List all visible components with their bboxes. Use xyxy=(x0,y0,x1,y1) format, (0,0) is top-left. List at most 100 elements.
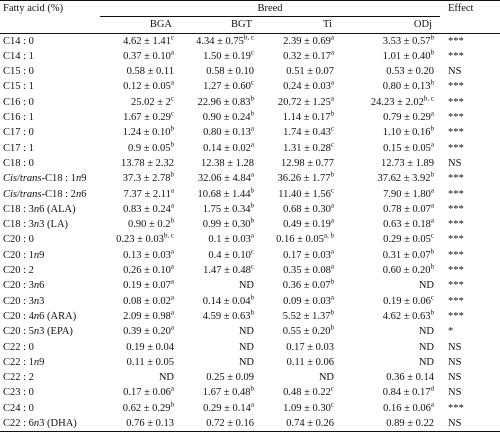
value-cell: 0.14 ± 0.02a xyxy=(203,140,254,154)
value-cell: 0.62 ± 0.29b xyxy=(122,400,174,414)
table-row: Cis/trans-C18 : 1n9 37.3 ± 2.78b 32.06 ± 4… xyxy=(0,171,500,186)
effect-cell: *** xyxy=(448,280,464,292)
fatty-acid-column-header: Fatty acid (%) xyxy=(0,0,100,17)
value-cell: 0.17 ± 0.03 xyxy=(286,341,334,353)
value-cell: 0.12 ± 0.05a xyxy=(123,78,174,93)
value-cell: 0.99 ± 0.30b xyxy=(202,216,254,231)
value-cell: 0.78 ± 0.07a xyxy=(383,201,435,215)
value-cell: 0.89 ± 0.22 xyxy=(340,416,441,433)
value-cell: 0.11 ± 0.06 xyxy=(286,356,334,368)
value-cell: 1.74 ± 0.43c xyxy=(283,124,334,139)
fatty-acid-name: Cis/trans-C18 : 2n6 xyxy=(3,188,87,200)
value-cell: 0.80 ± 0.13b xyxy=(382,78,435,93)
value-cell: ND xyxy=(238,341,254,353)
effect-cell: *** xyxy=(448,310,464,322)
value-cell: 0.58 ± 0.10 xyxy=(206,66,254,78)
value-cell: 36.26 ± 1.77b xyxy=(277,170,334,185)
breed-group-header: Breed xyxy=(100,0,441,18)
value-cell: ND xyxy=(418,326,435,338)
value-cell: 0.48 ± 0.22c xyxy=(283,384,334,399)
fatty-acid-name: C15 : 0 xyxy=(3,66,34,78)
table-row: Cis/trans-C18 : 2n6 7.37 ± 2.11a 10.68 ± 1… xyxy=(0,187,500,202)
value-cell: 22.96 ± 0.83b xyxy=(197,94,254,108)
fatty-acid-name: C20 : 3n3 xyxy=(3,295,45,307)
effect-cell: *** xyxy=(448,50,464,62)
value-cell: 4.34 ± 0.75b, c xyxy=(196,33,254,47)
table-row: C20 : 5n3 (EPA) 0.39 ± 0.20a ND 0.55 ± 0.20… xyxy=(0,324,500,339)
value-cell: 1.47 ± 0.48c xyxy=(203,262,254,277)
header-row-group: Fatty acid (%) Breed Effect xyxy=(0,0,500,18)
value-cell: 0.76 ± 0.13 xyxy=(100,416,180,433)
value-cell: 0.08 ± 0.02a xyxy=(123,293,174,307)
table-row: C15 : 0 0.58 ± 0.11 0.58 ± 0.10 0.51 ± 0.07… xyxy=(0,64,500,79)
effect-cell: *** xyxy=(448,112,464,124)
breed-header-odj: ODj xyxy=(340,16,441,34)
table-row: C17 : 1 0.9 ± 0.05b 0.14 ± 0.02a 1.31 ± 0.2… xyxy=(0,141,500,156)
fatty-acid-name: C22 : 2 xyxy=(3,372,34,384)
effect-cell: *** xyxy=(448,96,464,108)
table-row: C22 : 1n9 0.11 ± 0.05 ND 0.11 ± 0.06 ND NS xyxy=(0,355,500,370)
effect-cell: *** xyxy=(448,188,464,200)
value-cell: 1.09 ± 0.30c xyxy=(283,400,334,414)
effect-cell: NS xyxy=(448,341,462,353)
value-cell: 32.06 ± 4.84a xyxy=(197,170,254,185)
fatty-acid-name: C22 : 6n3 (DHA) xyxy=(0,416,100,433)
fatty-acid-name: C16 : 0 xyxy=(3,96,34,108)
fatty-acid-name: C17 : 1 xyxy=(3,142,34,154)
value-cell: 0.55 ± 0.20b xyxy=(282,323,334,338)
value-cell: 0.29 ± 0.05c xyxy=(383,231,435,246)
blank-header-cell xyxy=(0,16,100,34)
value-cell: 0.19 ± 0.07a xyxy=(123,277,174,292)
table-row: C22 : 2 ND 0.25 ± 0.09 ND 0.36 ± 0.14 NS xyxy=(0,370,500,385)
fatty-acid-name: C20 : 5n3 (EPA) xyxy=(3,326,73,338)
effect-column-header: Effect xyxy=(440,0,500,17)
value-cell: ND xyxy=(318,372,334,384)
value-cell: 12.38 ± 1.28 xyxy=(200,157,254,169)
value-cell: 25.02 ± 2c xyxy=(131,94,174,108)
breed-header-bga: BGA xyxy=(100,16,180,34)
value-cell: 0.39 ± 0.20a xyxy=(123,323,174,338)
value-cell: 0.4 ± 0.10c xyxy=(208,247,254,261)
value-cell: 0.83 ± 0.24a xyxy=(123,201,174,215)
value-cell: 0.58 ± 0.11 xyxy=(126,66,174,78)
value-cell: ND xyxy=(238,356,254,368)
table-body: C14 : 0 4.62 ± 1.41c 4.34 ± 0.75b, c 2.39 ±… xyxy=(0,33,500,433)
effect-cell: NS xyxy=(440,416,500,433)
value-cell: 1.67 ± 0.29c xyxy=(123,109,174,124)
table-row: C20 : 1n9 0.13 ± 0.03a 0.4 ± 0.10c 0.17 ± 0… xyxy=(0,248,500,263)
fatty-acid-table: Fatty acid (%) Breed Effect BGA BGT Ti O… xyxy=(0,0,500,433)
value-cell: 37.3 ± 2.78b xyxy=(122,170,174,185)
value-cell: 0.16 ± 0.06a xyxy=(383,400,435,414)
effect-cell: *** xyxy=(448,219,464,231)
value-cell: 12.98 ± 0.77 xyxy=(280,157,334,169)
table-row: C18 : 3n3 (LA) 0.90 ± 0.2b 0.99 ± 0.30b 0.4… xyxy=(0,217,500,232)
effect-cell: *** xyxy=(448,142,464,154)
value-cell: 4.59 ± 0.63b xyxy=(202,308,254,322)
table-row: C24 : 0 0.62 ± 0.29b 0.29 ± 0.14a 1.09 ± 0.… xyxy=(0,401,500,416)
value-cell: 0.36 ± 0.14 xyxy=(386,372,435,384)
value-cell: 0.79 ± 0.29a xyxy=(383,109,435,124)
fatty-acid-name: C20 : 1n9 xyxy=(3,249,45,261)
fatty-acid-name: C24 : 0 xyxy=(3,402,34,414)
effect-cell: *** xyxy=(448,234,464,246)
table-row: C17 : 0 1.24 ± 0.10b 0.80 ± 0.13a 1.74 ± 0.… xyxy=(0,125,500,140)
fatty-acid-name: C18 : 3n6 (ALA) xyxy=(3,203,76,215)
value-cell: 0.63 ± 0.18a xyxy=(383,216,435,231)
value-cell: 0.19 ± 0.06c xyxy=(383,293,435,307)
value-cell: 1.10 ± 0.16b xyxy=(382,124,435,139)
value-cell: 1.24 ± 0.10b xyxy=(122,124,174,139)
value-cell: 0.1 ± 0.03a xyxy=(208,231,254,246)
value-cell: 0.72 ± 0.16 xyxy=(180,416,260,433)
table-row: C18 : 3n6 (ALA) 0.83 ± 0.24a 1.75 ± 0.34b 0… xyxy=(0,202,500,217)
table-row: C20 : 0 0.23 ± 0.03b, c 0.1 ± 0.03a 0.16 ± … xyxy=(0,232,500,247)
fatty-acid-name: C20 : 4n6 (ARA) xyxy=(3,310,77,322)
value-cell: ND xyxy=(418,280,435,292)
value-cell: 0.37 ± 0.10a xyxy=(123,48,174,62)
value-cell: 0.14 ± 0.04b xyxy=(202,293,254,307)
effect-cell: *** xyxy=(448,249,464,261)
value-cell: 12.73 ± 1.89 xyxy=(381,157,435,169)
fatty-acid-name: C17 : 0 xyxy=(3,127,34,139)
value-cell: 1.14 ± 0.17b xyxy=(282,109,334,124)
fatty-acid-name: C22 : 1n9 xyxy=(3,356,45,368)
